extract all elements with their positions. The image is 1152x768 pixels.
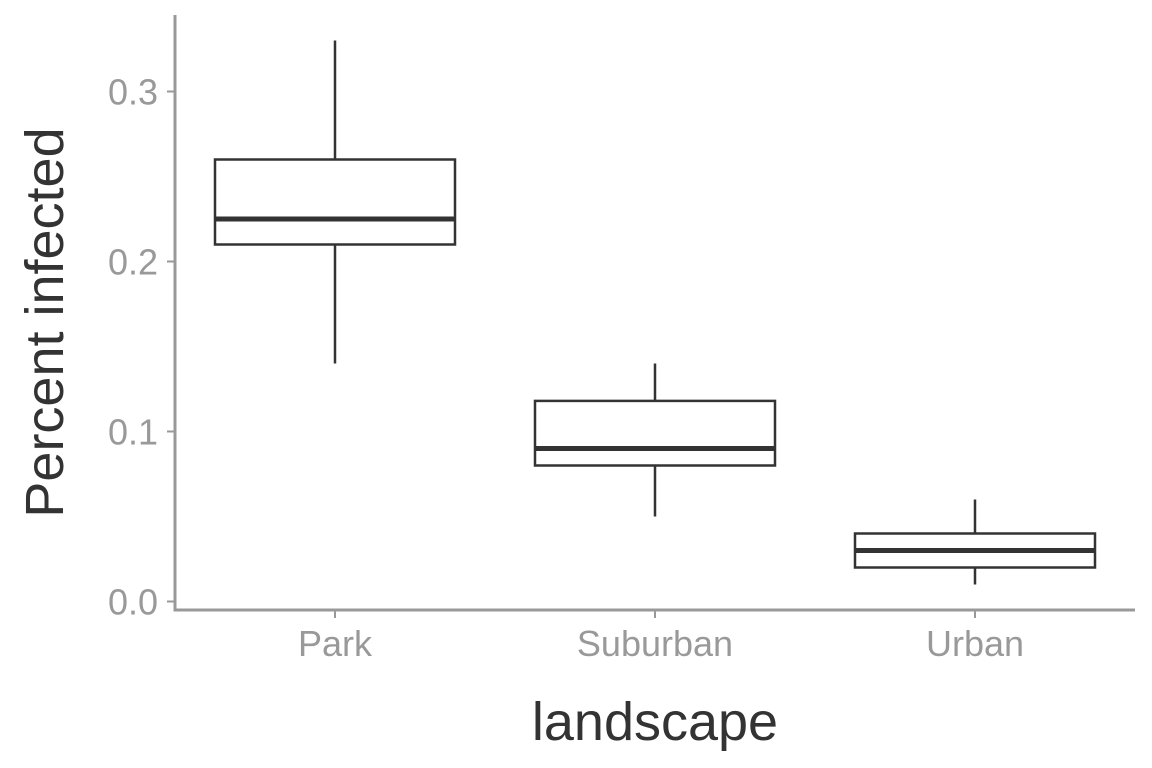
y-tick-label: 0.0 [108,582,158,623]
box-urban [853,499,1097,585]
boxes-layer [213,40,1097,585]
y-tick-label: 0.1 [108,412,158,453]
y-tick-label: 0.2 [108,242,158,283]
box-iqr [533,399,777,467]
x-tick-label: Urban [926,623,1024,664]
box-park [213,40,457,364]
x-axis-title: landscape [532,692,778,752]
box-suburban [533,363,777,517]
y-tick-label: 0.3 [108,72,158,113]
y-ticks: 0.0 0.1 0.2 0.3 [108,72,175,623]
x-tick-label: Park [298,623,373,664]
x-ticks: Park Suburban Urban [298,610,1024,664]
y-axis-title: Percent infected [15,127,75,517]
box-iqr [213,158,457,246]
x-tick-label: Suburban [577,623,733,664]
